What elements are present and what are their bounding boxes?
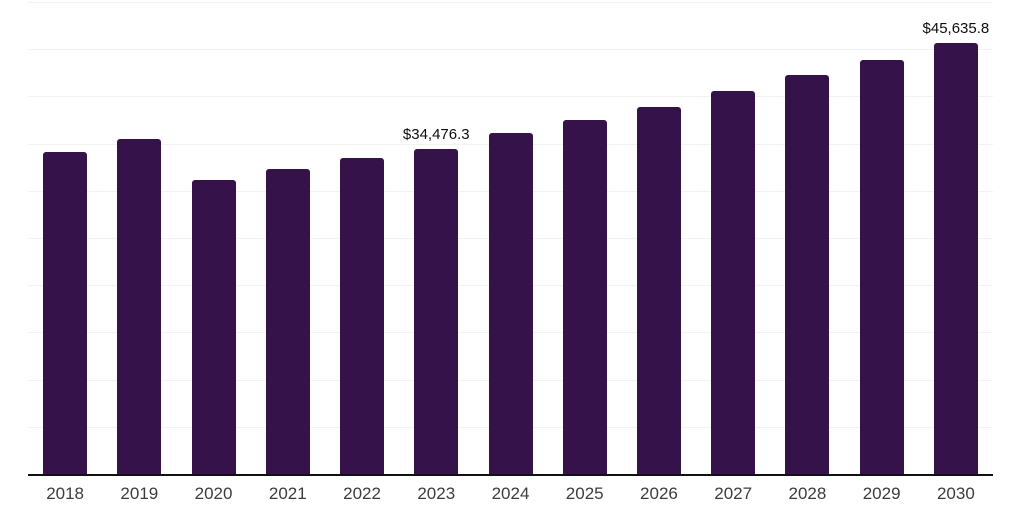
x-tick-label-2022: 2022 [343, 484, 381, 503]
x-axis-line [28, 474, 993, 476]
x-tick-label-2026: 2026 [640, 484, 678, 503]
bar-2027[interactable] [711, 91, 756, 474]
data-label-2023: $34,476.3 [402, 125, 470, 143]
bar-2024[interactable] [488, 133, 533, 474]
bar-2018[interactable] [43, 151, 88, 474]
bar-2023[interactable] [414, 148, 459, 474]
x-tick-label-2029: 2029 [862, 484, 901, 503]
bar-2028[interactable] [785, 75, 830, 474]
bar-2030[interactable] [933, 43, 978, 474]
data-label-2030: $45,635.8 [922, 20, 990, 38]
x-tick-label-2024: 2024 [491, 484, 530, 503]
x-tick-label-2023: 2023 [417, 484, 456, 503]
x-tick-label-2021: 2021 [268, 484, 307, 503]
bar-2026[interactable] [636, 106, 681, 474]
plot-area: $34,476.3 $45,635.8 [28, 2, 993, 476]
x-tick-label-2028: 2028 [788, 484, 827, 503]
x-tick-label-2030: 2030 [936, 484, 975, 503]
x-tick-label-2025: 2025 [565, 484, 604, 503]
x-tick-label-2020: 2020 [194, 484, 233, 503]
bar-2020[interactable] [191, 179, 236, 474]
bar-2025[interactable] [562, 120, 607, 474]
x-axis-tick-labels: 2018 2019 2020 2021 2022 2023 2024 2025 2026 2027… [28, 482, 993, 506]
x-tick-label-2027: 2027 [714, 484, 753, 503]
bar-2029[interactable] [859, 60, 904, 474]
x-tick-label-2018: 2018 [46, 484, 85, 503]
bar-2021[interactable] [265, 169, 310, 474]
bar-2019[interactable] [117, 139, 162, 474]
bar-2022[interactable] [340, 158, 385, 474]
gridline-50000 [28, 2, 993, 3]
gridline-40000 [28, 96, 993, 98]
x-tick-label-2019: 2019 [120, 484, 159, 503]
gridline-45000 [28, 49, 993, 51]
